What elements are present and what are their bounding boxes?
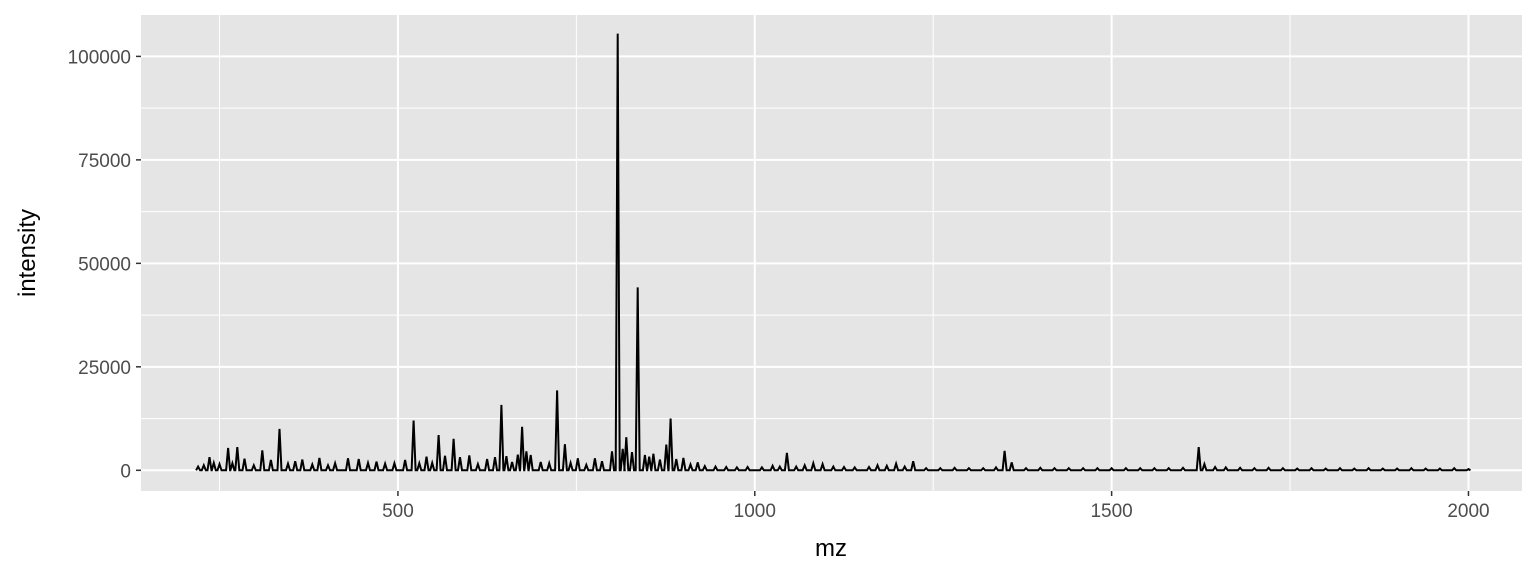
- minor-gridlines: [141, 15, 1522, 491]
- x-tick-label: 1500: [1090, 501, 1132, 522]
- x-axis: 500 1000 1500 2000: [382, 491, 1490, 522]
- y-tick-label: 75000: [78, 151, 131, 172]
- y-tick-label: 25000: [78, 358, 131, 379]
- y-axis-title: intensity: [14, 209, 41, 297]
- y-tick-label: 100000: [68, 47, 131, 68]
- spectrum-line: [195, 33, 1472, 472]
- y-tick-label: 50000: [78, 254, 131, 275]
- x-axis-title: mz: [815, 535, 847, 562]
- x-tick-label: 500: [382, 501, 414, 522]
- plot-panel: [141, 15, 1522, 491]
- x-tick-label: 1000: [734, 501, 776, 522]
- x-tick-label: 2000: [1447, 501, 1489, 522]
- y-axis: 0 25000 50000 75000 100000: [68, 47, 141, 482]
- y-tick-label: 0: [120, 461, 131, 482]
